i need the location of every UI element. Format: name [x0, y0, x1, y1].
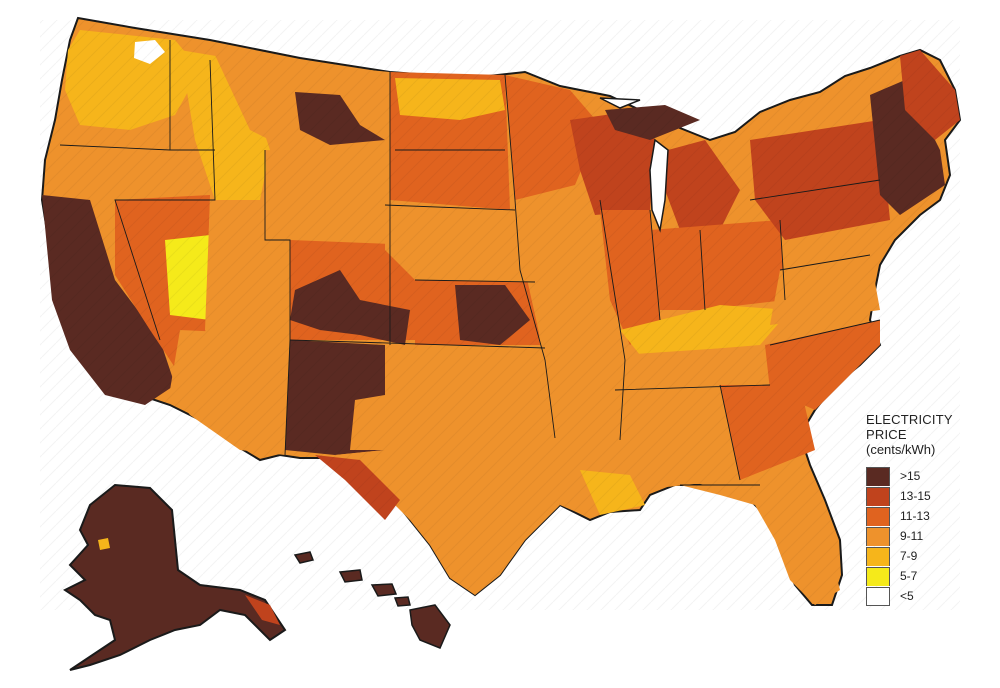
texture-overlay: [40, 20, 960, 610]
legend-swatch: [866, 566, 890, 586]
legend-swatch: [866, 506, 890, 526]
alaska-yellow-spot: [98, 538, 110, 550]
legend-item: 7-9: [866, 546, 994, 566]
legend-item: 11-13: [866, 506, 994, 526]
alaska-inset: [245, 595, 280, 625]
legend-swatch: [866, 526, 890, 546]
legend-swatch: [866, 466, 890, 486]
legend-label: 13-15: [900, 489, 931, 503]
legend-swatch: [866, 586, 890, 606]
legend-label: 5-7: [900, 569, 918, 583]
legend-swatch: [866, 546, 890, 566]
state-borders: [59, 40, 881, 486]
legend-item: <5: [866, 586, 994, 606]
legend-label: <5: [900, 589, 914, 603]
legend-title: ELECTRICITY PRICE: [866, 412, 953, 442]
alaska: [63, 483, 287, 671]
lake-michigan: [649, 138, 669, 233]
legend-item: 5-7: [866, 566, 994, 586]
legend-label: >15: [900, 469, 921, 483]
legend-item: 13-15: [866, 486, 994, 506]
legend: ELECTRICITY PRICE (cents/kWh) >15 13-15 11…: [866, 412, 994, 606]
legend-items: >15 13-15 11-13 9-11 7-9 5-7 <5: [866, 466, 994, 606]
lake-superior: [599, 97, 641, 109]
legend-item: 9-11: [866, 526, 994, 546]
legend-label: 9-11: [900, 529, 924, 543]
legend-subtitle: (cents/kWh): [866, 442, 936, 457]
hawaii: [293, 551, 451, 649]
legend-swatch: [866, 486, 890, 506]
legend-label: 11-13: [900, 509, 930, 523]
legend-item: >15: [866, 466, 994, 486]
legend-label: 7-9: [900, 549, 918, 563]
